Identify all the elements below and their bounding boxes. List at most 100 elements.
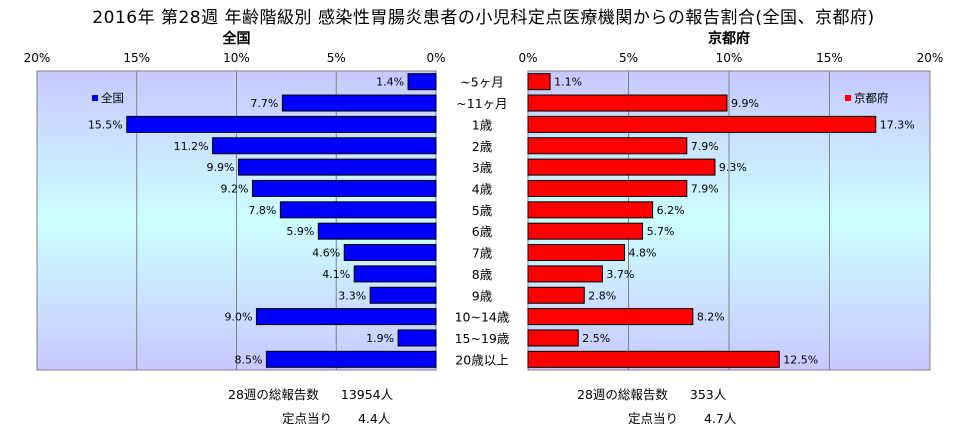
category-label: 20歳以上 [455, 352, 508, 367]
left-value-label: 4.1% [322, 268, 350, 281]
right-bar [527, 265, 603, 283]
right-bar [527, 308, 694, 326]
kyoto-total: 28週の総報告数 353人 [577, 384, 726, 403]
right-bar [527, 350, 780, 368]
right-bar [527, 329, 579, 347]
right-value-label: 2.5% [582, 332, 610, 345]
right-value-label: 5.7% [647, 225, 675, 238]
category-label: 7歳 [472, 246, 493, 261]
right-legend-label: 京都府 [854, 91, 889, 105]
right-value-label: 7.9% [691, 182, 719, 195]
left-bar [279, 201, 437, 219]
kyoto-per-label: 定点当り [628, 411, 679, 426]
kyoto-per-value: 4.7人 [703, 411, 737, 426]
right-value-label: 1.1% [554, 76, 582, 89]
right-value-label: 9.3% [719, 161, 747, 174]
left-panel-title: 全国 [222, 30, 251, 47]
right-bar [527, 201, 654, 219]
left-tick-label: 10% [223, 51, 250, 65]
right-tick-label: 5% [619, 51, 638, 65]
category-label: 15~19歳 [455, 331, 510, 346]
left-tick-label: 20% [24, 51, 51, 65]
right-value-label: 12.5% [783, 353, 818, 366]
left-value-label: 9.9% [207, 161, 235, 174]
national-total-value: 13954人 [340, 387, 394, 402]
left-tick-label: 5% [327, 51, 346, 65]
left-legend-label: 全国 [101, 91, 124, 105]
right-value-label: 4.8% [628, 247, 656, 260]
right-bar [527, 94, 728, 112]
category-label: ~11ヶ月 [456, 96, 507, 111]
right-bar [527, 137, 688, 155]
national-total-label: 28週の総報告数 [228, 387, 319, 402]
right-tick-label: 10% [716, 51, 743, 65]
right-bar [527, 158, 716, 176]
left-value-label: 9.2% [221, 182, 249, 195]
left-bar [397, 329, 437, 347]
left-bar [343, 244, 437, 262]
category-label: 9歳 [472, 288, 493, 303]
left-bar [369, 286, 437, 304]
left-bar [407, 73, 437, 91]
left-bar [317, 222, 437, 240]
left-value-label: 1.4% [376, 76, 404, 89]
left-value-label: 7.7% [250, 97, 278, 110]
right-bar [527, 244, 625, 262]
right-bar [527, 222, 644, 240]
right-tick-label: 20% [917, 51, 944, 65]
left-value-label: 7.8% [248, 204, 276, 217]
right-bar [527, 286, 585, 304]
category-label: ~5ヶ月 [460, 75, 503, 90]
left-value-label: 5.9% [286, 225, 314, 238]
right-bar [527, 115, 877, 133]
left-value-label: 3.3% [338, 289, 366, 302]
category-label: 2歳 [472, 139, 493, 154]
national-total: 28週の総報告数 13954人 [228, 384, 393, 403]
kyoto-per-point: 定点当り 4.7人 [628, 408, 736, 427]
national-per-value: 4.4人 [357, 411, 391, 426]
left-value-label: 1.9% [366, 332, 394, 345]
right-bar [527, 73, 551, 91]
left-value-label: 8.5% [234, 353, 262, 366]
kyoto-total-value: 353人 [689, 387, 727, 402]
right-panel-title: 京都府 [708, 30, 750, 47]
left-value-label: 4.6% [312, 247, 340, 260]
left-tick-label: 15% [123, 51, 150, 65]
right-value-label: 6.2% [657, 204, 685, 217]
category-label: 6歳 [472, 224, 493, 239]
left-bar [212, 137, 437, 155]
left-bar [237, 158, 437, 176]
category-label: 8歳 [472, 267, 493, 282]
left-bar [281, 94, 437, 112]
left-value-label: 15.5% [88, 118, 123, 131]
category-label: 5歳 [472, 203, 493, 218]
left-bar [353, 265, 437, 283]
left-value-label: 9.0% [224, 311, 252, 324]
right-value-label: 9.9% [731, 97, 759, 110]
left-bar [251, 179, 437, 197]
right-tick-label: 15% [816, 51, 843, 65]
right-value-label: 2.8% [588, 289, 616, 302]
right-tick-label: 0% [518, 51, 537, 65]
category-label: 3歳 [472, 160, 493, 175]
category-label: 4歳 [472, 181, 493, 196]
left-bar [265, 350, 437, 368]
kyoto-total-label: 28週の総報告数 [577, 387, 668, 402]
national-per-label: 定点当り [282, 411, 333, 426]
right-value-label: 17.3% [880, 118, 915, 131]
category-label: 1歳 [472, 117, 493, 132]
left-value-label: 11.2% [174, 140, 209, 153]
left-tick-label: 0% [426, 51, 445, 65]
right-value-label: 3.7% [606, 268, 634, 281]
right-legend-swatch [845, 95, 851, 101]
left-bar [255, 308, 437, 326]
left-legend-swatch [92, 95, 98, 101]
national-per-point: 定点当り 4.4人 [282, 408, 390, 427]
right-bar [527, 179, 688, 197]
right-value-label: 7.9% [691, 140, 719, 153]
chart-title: 2016年 第28週 年齢階級別 感染性胃腸炎患者の小児科定点医療機関からの報告… [92, 8, 875, 28]
category-label: 10~14歳 [455, 310, 510, 325]
right-value-label: 8.2% [697, 311, 725, 324]
